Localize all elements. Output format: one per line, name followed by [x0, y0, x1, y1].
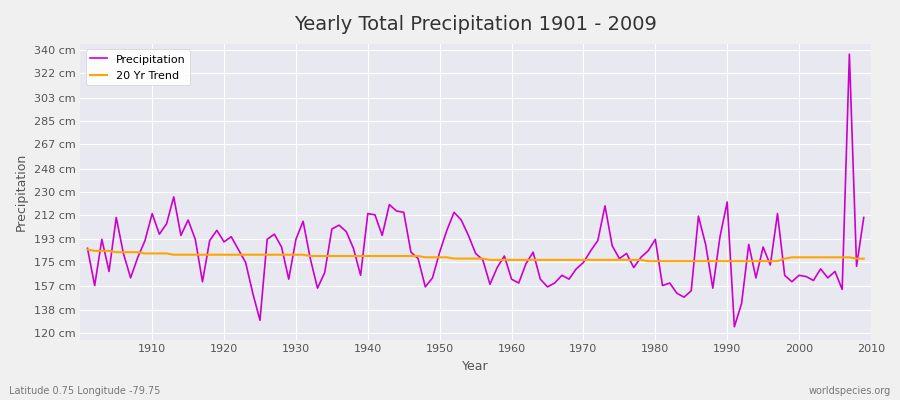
Precipitation	[140, 238, 150, 243]
Text: worldspecies.org: worldspecies.org	[809, 386, 891, 396]
20 Yr Trend	[859, 256, 869, 261]
X-axis label: Year: Year	[463, 360, 489, 373]
20 Yr Trend	[499, 258, 509, 262]
Precipitation	[298, 219, 309, 224]
20 Yr Trend	[82, 247, 93, 252]
Title: Yearly Total Precipitation 1901 - 2009: Yearly Total Precipitation 1901 - 2009	[294, 15, 657, 34]
Precipitation	[592, 238, 603, 243]
Precipitation	[844, 52, 855, 56]
20 Yr Trend	[592, 258, 603, 262]
20 Yr Trend	[341, 254, 352, 258]
20 Yr Trend	[140, 251, 150, 256]
Line: Precipitation: Precipitation	[87, 54, 864, 327]
20 Yr Trend	[298, 252, 309, 257]
Line: 20 Yr Trend: 20 Yr Trend	[87, 250, 864, 261]
Precipitation	[506, 277, 517, 282]
Text: Latitude 0.75 Longitude -79.75: Latitude 0.75 Longitude -79.75	[9, 386, 160, 396]
Precipitation	[341, 229, 352, 234]
Precipitation	[729, 324, 740, 329]
Y-axis label: Precipitation: Precipitation	[15, 153, 28, 231]
20 Yr Trend	[506, 258, 517, 262]
Legend: Precipitation, 20 Yr Trend: Precipitation, 20 Yr Trend	[86, 50, 190, 86]
Precipitation	[859, 215, 869, 220]
Precipitation	[82, 246, 93, 251]
20 Yr Trend	[643, 259, 653, 264]
Precipitation	[499, 254, 509, 258]
